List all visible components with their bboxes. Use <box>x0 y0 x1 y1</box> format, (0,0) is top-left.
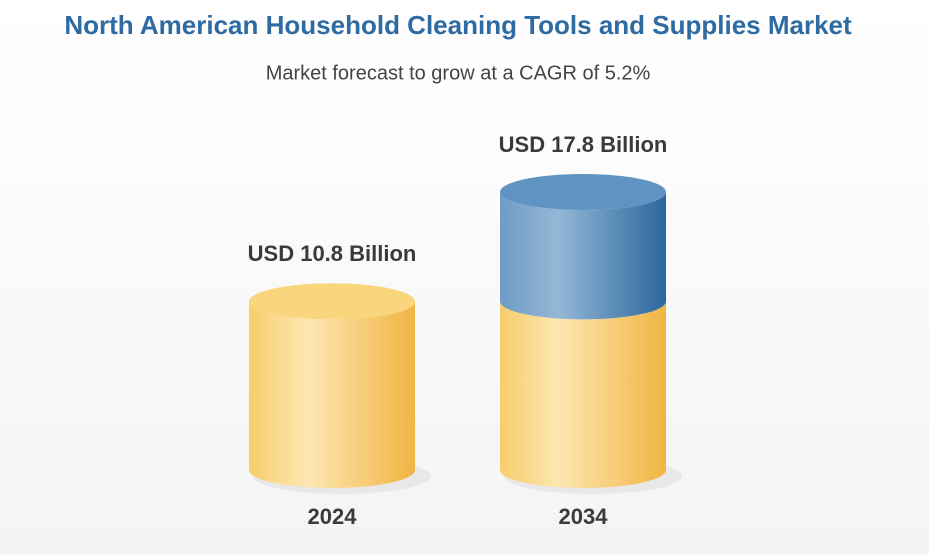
bar-growth <box>500 192 666 320</box>
chart-title: North American Household Cleaning Tools … <box>64 10 852 40</box>
bar-top <box>249 283 415 320</box>
value-label: USD 17.8 Billion <box>499 132 668 157</box>
bar-growth-top <box>500 174 666 210</box>
bar <box>249 301 415 488</box>
x-tick-label: 2034 <box>559 504 609 529</box>
x-tick-label: 2024 <box>308 504 358 529</box>
bar-base <box>500 301 666 488</box>
value-label: USD 10.8 Billion <box>248 241 417 266</box>
chart-subtitle: Market forecast to grow at a CAGR of 5.2… <box>266 62 651 84</box>
